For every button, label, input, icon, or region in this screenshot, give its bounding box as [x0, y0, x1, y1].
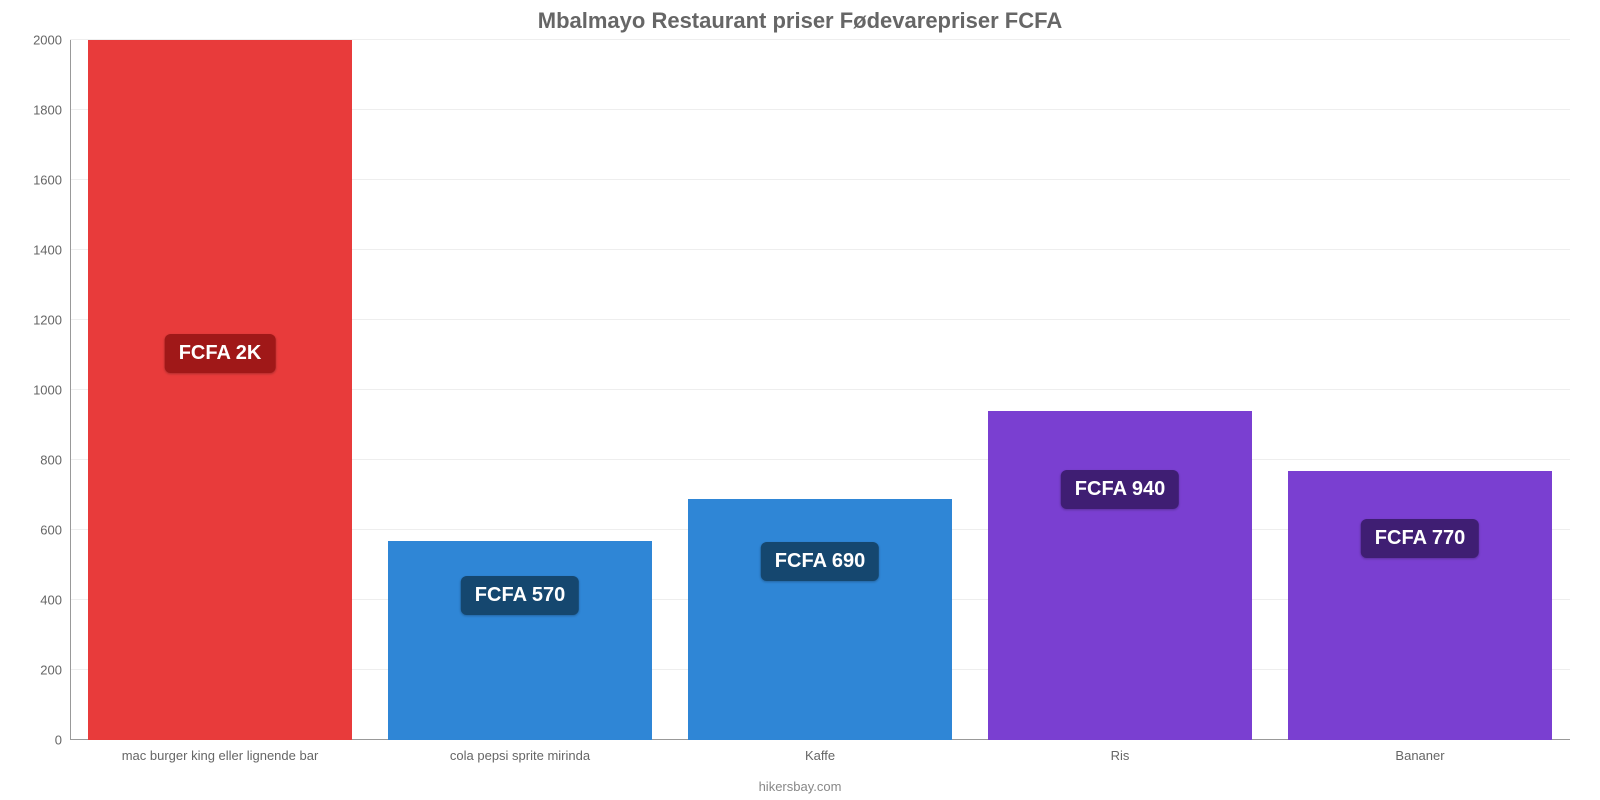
bar-value-badge: FCFA 940: [1061, 470, 1179, 509]
y-tick-label: 2000: [33, 33, 70, 48]
bar-slot: FCFA 940Ris: [970, 40, 1270, 740]
y-tick-label: 200: [40, 663, 70, 678]
x-tick-label: Kaffe: [805, 740, 835, 763]
bar-slot: FCFA 570cola pepsi sprite mirinda: [370, 40, 670, 740]
bar-value-badge: FCFA 570: [461, 576, 579, 615]
price-bar-chart: Mbalmayo Restaurant priser Fødevareprise…: [0, 0, 1600, 800]
bar-slot: FCFA 2Kmac burger king eller lignende ba…: [70, 40, 370, 740]
bar: FCFA 570: [388, 541, 652, 741]
y-tick-label: 600: [40, 523, 70, 538]
y-tick-label: 400: [40, 593, 70, 608]
bar-slot: FCFA 690Kaffe: [670, 40, 970, 740]
bar-value-badge: FCFA 690: [761, 542, 879, 581]
bar-slot: FCFA 770Bananer: [1270, 40, 1570, 740]
bar: FCFA 690: [688, 499, 952, 741]
x-tick-label: cola pepsi sprite mirinda: [450, 740, 590, 763]
plot-area: 0200400600800100012001400160018002000 FC…: [70, 40, 1570, 740]
y-tick-label: 1200: [33, 313, 70, 328]
bar-value-badge: FCFA 2K: [165, 334, 276, 373]
y-tick-label: 1000: [33, 383, 70, 398]
x-tick-label: mac burger king eller lignende bar: [122, 740, 319, 763]
chart-title: Mbalmayo Restaurant priser Fødevareprise…: [0, 8, 1600, 34]
x-tick-label: Bananer: [1395, 740, 1444, 763]
y-tick-label: 800: [40, 453, 70, 468]
y-tick-label: 1600: [33, 173, 70, 188]
bar: FCFA 2K: [88, 40, 352, 740]
bars-row: FCFA 2Kmac burger king eller lignende ba…: [70, 40, 1570, 740]
bar: FCFA 940: [988, 411, 1252, 740]
bar-value-badge: FCFA 770: [1361, 519, 1479, 558]
chart-footer: hikersbay.com: [0, 779, 1600, 794]
y-tick-label: 1400: [33, 243, 70, 258]
bar: FCFA 770: [1288, 471, 1552, 741]
x-tick-label: Ris: [1111, 740, 1130, 763]
y-tick-label: 1800: [33, 103, 70, 118]
y-tick-label: 0: [55, 733, 70, 748]
